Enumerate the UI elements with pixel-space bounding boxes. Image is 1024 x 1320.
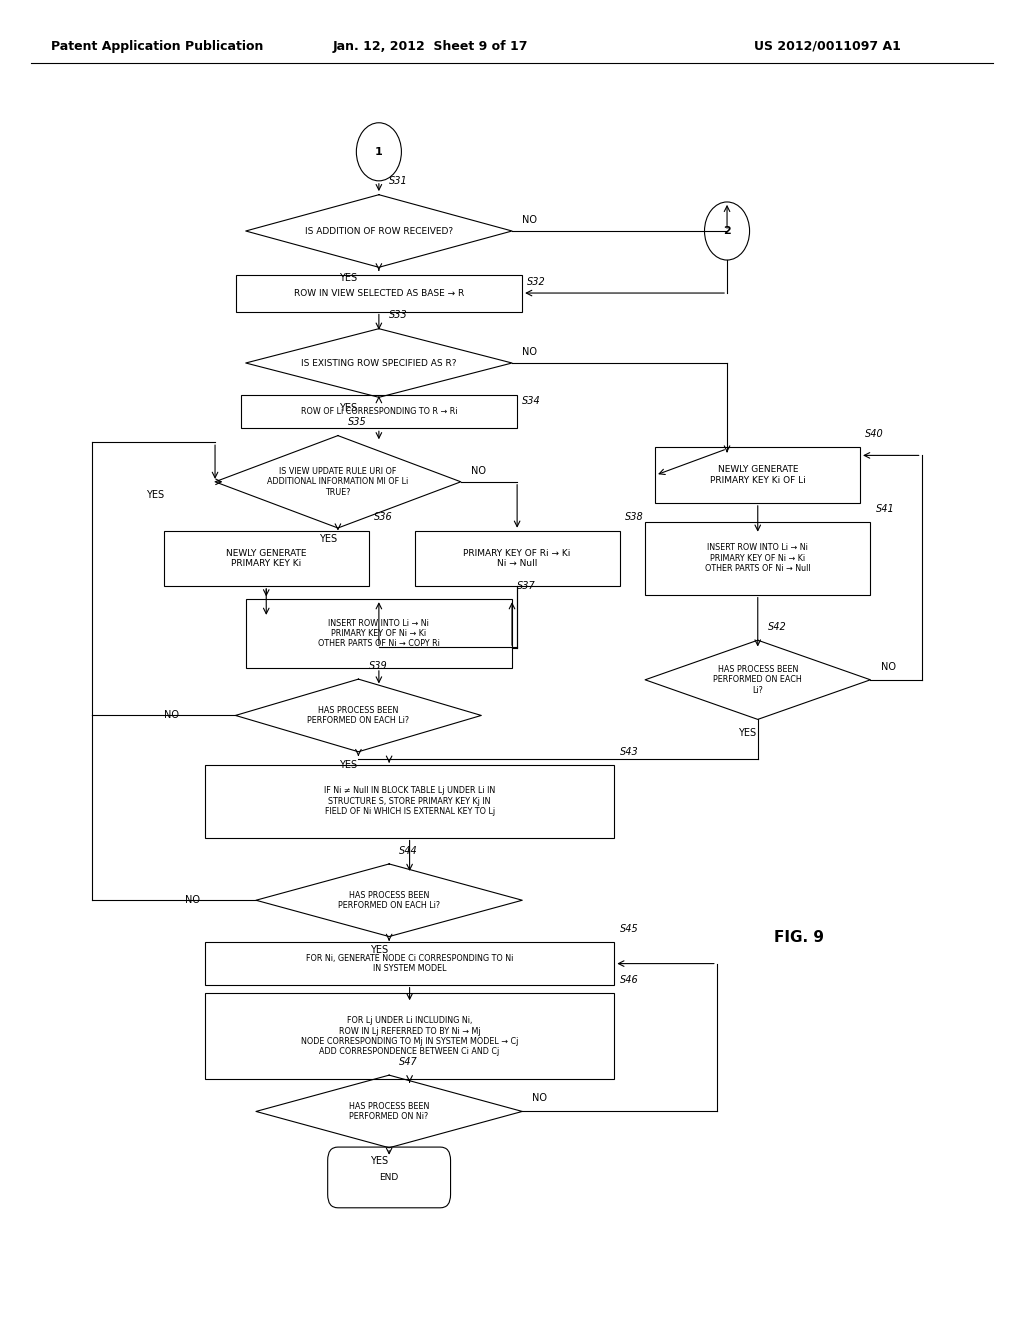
Text: IF Ni ≠ Null IN BLOCK TABLE Lj UNDER Li IN
STRUCTURE S, STORE PRIMARY KEY Kj IN
: IF Ni ≠ Null IN BLOCK TABLE Lj UNDER Li …: [324, 787, 496, 816]
Text: S37: S37: [517, 581, 536, 591]
Text: PRIMARY KEY OF Ri → Ki
Ni → Null: PRIMARY KEY OF Ri → Ki Ni → Null: [464, 549, 570, 568]
Text: 2: 2: [723, 226, 731, 236]
Text: Patent Application Publication: Patent Application Publication: [51, 40, 263, 53]
Text: NO: NO: [522, 215, 538, 226]
Text: NEWLY GENERATE
PRIMARY KEY Ki OF Li: NEWLY GENERATE PRIMARY KEY Ki OF Li: [710, 466, 806, 484]
Text: IS VIEW UPDATE RULE URI OF
ADDITIONAL INFORMATION MI OF Li
TRUE?: IS VIEW UPDATE RULE URI OF ADDITIONAL IN…: [267, 467, 409, 496]
Text: NO: NO: [471, 466, 486, 477]
Text: S34: S34: [522, 396, 541, 407]
Bar: [415, 531, 620, 586]
Text: FOR Lj UNDER Li INCLUDING Ni,
ROW IN Lj REFERRED TO BY Ni → Mj
NODE CORRESPONDIN: FOR Lj UNDER Li INCLUDING Ni, ROW IN Lj …: [301, 1016, 518, 1056]
Text: YES: YES: [370, 945, 388, 954]
Text: S40: S40: [865, 429, 884, 440]
Text: NO: NO: [164, 710, 179, 721]
Text: NO: NO: [881, 661, 896, 672]
Bar: [241, 396, 517, 428]
Bar: [655, 447, 860, 503]
Text: INSERT ROW INTO Li → Ni
PRIMARY KEY OF Ni → Ki
OTHER PARTS OF Ni → Null: INSERT ROW INTO Li → Ni PRIMARY KEY OF N…: [705, 544, 811, 573]
Bar: [205, 942, 614, 985]
Text: S31: S31: [389, 177, 408, 186]
FancyBboxPatch shape: [328, 1147, 451, 1208]
Text: S42: S42: [768, 622, 786, 632]
Text: HAS PROCESS BEEN
PERFORMED ON EACH
Li?: HAS PROCESS BEEN PERFORMED ON EACH Li?: [714, 665, 802, 694]
Text: NO: NO: [522, 347, 538, 358]
Text: S33: S33: [389, 310, 408, 321]
Text: Jan. 12, 2012  Sheet 9 of 17: Jan. 12, 2012 Sheet 9 of 17: [333, 40, 527, 53]
Text: NEWLY GENERATE
PRIMARY KEY Ki: NEWLY GENERATE PRIMARY KEY Ki: [226, 549, 306, 568]
Text: S41: S41: [876, 504, 894, 513]
Text: HAS PROCESS BEEN
PERFORMED ON EACH Li?: HAS PROCESS BEEN PERFORMED ON EACH Li?: [307, 706, 410, 725]
Text: NO: NO: [184, 895, 200, 906]
Circle shape: [356, 123, 401, 181]
Text: YES: YES: [339, 273, 357, 282]
Text: ROW OF Li CORRESPONDING TO R → Ri: ROW OF Li CORRESPONDING TO R → Ri: [301, 408, 457, 416]
Bar: [164, 531, 369, 586]
Text: IS ADDITION OF ROW RECEIVED?: IS ADDITION OF ROW RECEIVED?: [305, 227, 453, 235]
Text: YES: YES: [738, 727, 757, 738]
Text: S43: S43: [620, 747, 638, 756]
Text: HAS PROCESS BEEN
PERFORMED ON EACH Li?: HAS PROCESS BEEN PERFORMED ON EACH Li?: [338, 891, 440, 909]
Text: FOR Ni, GENERATE NODE Ci CORRESPONDING TO Ni
IN SYSTEM MODEL: FOR Ni, GENERATE NODE Ci CORRESPONDING T…: [306, 954, 513, 973]
Text: INSERT ROW INTO Li → Ni
PRIMARY KEY OF Ni → Ki
OTHER PARTS OF Ni → COPY Ri: INSERT ROW INTO Li → Ni PRIMARY KEY OF N…: [317, 619, 440, 648]
Text: ROW IN VIEW SELECTED AS BASE → R: ROW IN VIEW SELECTED AS BASE → R: [294, 289, 464, 297]
Text: S35: S35: [348, 417, 367, 428]
Text: S32: S32: [527, 277, 546, 288]
Text: IS EXISTING ROW SPECIFIED AS R?: IS EXISTING ROW SPECIFIED AS R?: [301, 359, 457, 367]
Text: YES: YES: [318, 533, 337, 544]
Circle shape: [705, 202, 750, 260]
Text: YES: YES: [339, 760, 357, 770]
Text: S39: S39: [369, 661, 387, 671]
Bar: [645, 521, 870, 594]
Bar: [236, 275, 522, 312]
Text: US 2012/0011097 A1: US 2012/0011097 A1: [755, 40, 901, 53]
Text: S44: S44: [399, 846, 418, 855]
Text: NO: NO: [532, 1093, 548, 1104]
Text: S47: S47: [399, 1057, 418, 1067]
Text: S45: S45: [620, 924, 638, 935]
Text: 1: 1: [375, 147, 383, 157]
Bar: [205, 766, 614, 838]
Bar: [205, 993, 614, 1080]
Text: S36: S36: [374, 512, 392, 523]
Text: HAS PROCESS BEEN
PERFORMED ON Ni?: HAS PROCESS BEEN PERFORMED ON Ni?: [349, 1102, 429, 1121]
Text: FIG. 9: FIG. 9: [774, 929, 823, 945]
Text: S38: S38: [625, 512, 643, 523]
Text: END: END: [380, 1173, 398, 1181]
Text: YES: YES: [145, 490, 164, 500]
Text: S46: S46: [620, 975, 638, 985]
Bar: [246, 599, 512, 668]
Text: YES: YES: [370, 1156, 388, 1166]
Text: YES: YES: [339, 403, 357, 413]
